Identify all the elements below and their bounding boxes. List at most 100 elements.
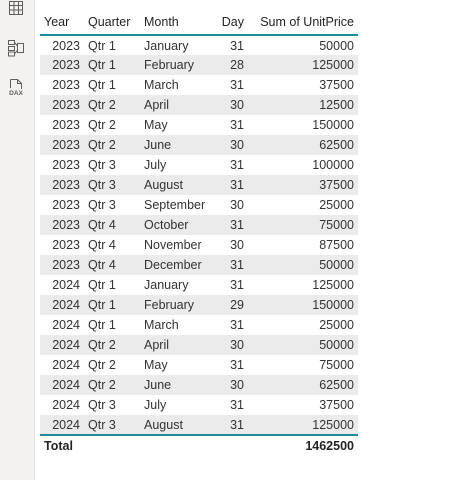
table-row[interactable]: 2023 Qtr 4 October 31 75000 — [40, 215, 358, 235]
cell-month: May — [144, 358, 168, 372]
model-view-button[interactable] — [4, 36, 28, 60]
cell-month: February — [140, 55, 216, 75]
table-row[interactable]: 2024 Qtr 2 May 31 75000 — [40, 355, 358, 375]
cell-sum-of-unitprice: 50000 — [319, 38, 354, 53]
column-header-quarter[interactable]: Quarter — [84, 10, 140, 36]
table-view-icon — [8, 0, 24, 16]
cell-day: 31 — [230, 118, 244, 132]
cell-day: 29 — [216, 295, 248, 315]
table-row[interactable]: 2023 Qtr 1 March 31 37500 — [40, 75, 358, 95]
cell-quarter: Qtr 2 — [84, 335, 140, 355]
table-row[interactable]: 2024 Qtr 3 August 31 125000 — [40, 415, 358, 435]
cell-year: 2024 — [52, 398, 80, 412]
column-header-sum-of-unitprice[interactable]: Sum of UnitPrice — [248, 10, 358, 36]
data-table: Year Quarter Month Day Sum of UnitPrice … — [40, 10, 358, 456]
dax-query-view-icon: DAX — [6, 78, 26, 98]
cell-year: 2024 — [40, 295, 84, 315]
cell-quarter: Qtr 3 — [88, 198, 116, 212]
cell-sum-of-unitprice: 25000 — [319, 318, 354, 332]
table-row[interactable]: 2023 Qtr 3 July 31 100000 — [40, 155, 358, 175]
cell-year: 2023 — [40, 95, 84, 115]
table-row[interactable]: 2023 Qtr 3 August 31 37500 — [40, 175, 358, 195]
column-header-month[interactable]: Month — [140, 10, 216, 36]
cell-year: 2024 — [52, 318, 80, 332]
cell-day: 31 — [216, 175, 248, 195]
column-header-year[interactable]: Year — [40, 10, 84, 36]
cell-day: 31 — [216, 215, 248, 235]
cell-sum-of-unitprice: 62500 — [248, 375, 358, 395]
cell-month: May — [144, 118, 168, 132]
table-row[interactable]: 2023 Qtr 2 May 31 150000 — [40, 115, 358, 135]
cell-month: April — [140, 335, 216, 355]
cell-quarter: Qtr 4 — [84, 215, 140, 235]
table-visual[interactable]: Year Quarter Month Day Sum of UnitPrice … — [40, 10, 360, 456]
cell-year: 2023 — [40, 175, 84, 195]
cell-quarter: Qtr 1 — [88, 78, 116, 92]
model-view-icon — [7, 39, 25, 57]
cell-month: November — [144, 238, 202, 252]
table-row[interactable]: 2024 Qtr 2 June 30 62500 — [40, 375, 358, 395]
cell-day: 30 — [230, 198, 244, 212]
table-row[interactable]: 2023 Qtr 3 September 30 25000 — [40, 195, 358, 215]
cell-day: 31 — [230, 398, 244, 412]
table-row[interactable]: 2024 Qtr 1 March 31 25000 — [40, 315, 358, 335]
table-row[interactable]: 2024 Qtr 3 July 31 37500 — [40, 395, 358, 415]
cell-day: 31 — [216, 415, 248, 435]
cell-sum-of-unitprice: 150000 — [248, 295, 358, 315]
cell-quarter: Qtr 3 — [84, 415, 140, 435]
header-row: Year Quarter Month Day Sum of UnitPrice — [40, 10, 358, 36]
cell-sum-of-unitprice: 150000 — [312, 118, 354, 132]
column-header-day[interactable]: Day — [216, 10, 248, 36]
cell-sum-of-unitprice: 25000 — [319, 198, 354, 212]
cell-day: 31 — [230, 358, 244, 372]
cell-sum-of-unitprice: 125000 — [312, 278, 354, 292]
cell-month: February — [140, 295, 216, 315]
cell-sum-of-unitprice: 125000 — [248, 55, 358, 75]
cell-day: 31 — [230, 38, 244, 53]
total-value: 1462500 — [248, 434, 358, 456]
cell-day: 30 — [216, 95, 248, 115]
dax-query-view-button[interactable]: DAX — [4, 76, 28, 100]
cell-year: 2024 — [52, 278, 80, 292]
cell-sum-of-unitprice: 50000 — [248, 255, 358, 275]
cell-sum-of-unitprice: 12500 — [248, 95, 358, 115]
table-view-button[interactable] — [4, 0, 28, 20]
cell-month: January — [144, 38, 189, 53]
cell-month: June — [140, 375, 216, 395]
table-row[interactable]: 2023 Qtr 2 June 30 62500 — [40, 135, 358, 155]
cell-sum-of-unitprice: 37500 — [248, 175, 358, 195]
cell-year: 2023 — [40, 255, 84, 275]
cell-day: 31 — [230, 78, 244, 92]
table-row[interactable]: 2024 Qtr 1 January 31 125000 — [40, 275, 358, 295]
cell-quarter: Qtr 2 — [84, 135, 140, 155]
cell-month: March — [144, 78, 179, 92]
cell-day: 30 — [216, 135, 248, 155]
cell-quarter: Qtr 1 — [88, 278, 116, 292]
cell-month: April — [140, 95, 216, 115]
cell-year: 2023 — [52, 238, 80, 252]
table-row[interactable]: 2023 Qtr 1 February 28 125000 — [40, 55, 358, 75]
table-row[interactable]: 2023 Qtr 2 April 30 12500 — [40, 95, 358, 115]
cell-month: January — [144, 278, 189, 292]
cell-sum-of-unitprice: 37500 — [319, 78, 354, 92]
cell-day: 30 — [230, 238, 244, 252]
cell-sum-of-unitprice: 75000 — [319, 358, 354, 372]
cell-year: 2023 — [52, 78, 80, 92]
cell-month: August — [140, 175, 216, 195]
cell-year: 2024 — [40, 375, 84, 395]
table-row[interactable]: 2024 Qtr 1 February 29 150000 — [40, 295, 358, 315]
cell-quarter: Qtr 1 — [84, 295, 140, 315]
total-label: Total — [40, 434, 248, 456]
cell-sum-of-unitprice: 50000 — [248, 335, 358, 355]
cell-quarter: Qtr 1 — [88, 318, 116, 332]
table-row[interactable]: 2023 Qtr 4 November 30 87500 — [40, 235, 358, 255]
table-row[interactable]: 2023 Qtr 1 January 31 50000 — [40, 35, 358, 55]
table-row[interactable]: 2023 Qtr 4 December 31 50000 — [40, 255, 358, 275]
cell-year: 2023 — [52, 38, 80, 53]
cell-year: 2024 — [52, 358, 80, 372]
cell-day: 31 — [230, 278, 244, 292]
view-rail: DAX — [0, 0, 35, 480]
table-row[interactable]: 2024 Qtr 2 April 30 50000 — [40, 335, 358, 355]
cell-sum-of-unitprice: 100000 — [312, 158, 354, 172]
